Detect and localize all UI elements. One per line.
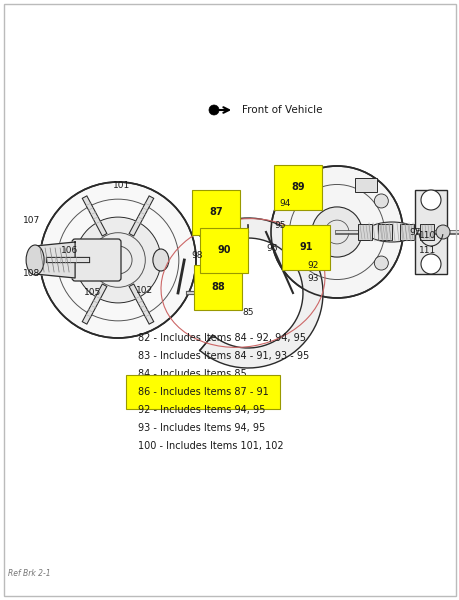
Text: 93 - Includes Items 94, 95: 93 - Includes Items 94, 95 (138, 423, 265, 433)
Polygon shape (199, 218, 322, 368)
Bar (377, 224, 391, 240)
Text: 97: 97 (409, 227, 420, 236)
Text: Front of Vehicle: Front of Vehicle (241, 105, 322, 115)
Circle shape (285, 256, 299, 270)
Text: 89: 89 (291, 182, 304, 192)
Bar (419, 224, 433, 240)
Text: 86 - Includes Items 87 - 91: 86 - Includes Items 87 - 91 (138, 387, 268, 397)
Text: 108: 108 (23, 269, 40, 277)
Text: 85: 85 (242, 308, 253, 317)
Text: 91: 91 (299, 242, 312, 252)
Text: 84 - Includes Items 85: 84 - Includes Items 85 (138, 369, 246, 379)
Text: 105: 105 (84, 287, 101, 296)
Bar (414, 190, 446, 274)
Text: 88: 88 (211, 282, 224, 292)
Bar (399, 224, 413, 240)
Polygon shape (35, 242, 75, 278)
Circle shape (311, 207, 361, 257)
Text: 92 - Includes Items 94, 95: 92 - Includes Items 94, 95 (138, 405, 265, 415)
Circle shape (208, 105, 218, 115)
Text: 98: 98 (191, 251, 202, 260)
Text: 95: 95 (274, 221, 285, 230)
Bar (354, 178, 376, 193)
Text: 82 - Includes Items 84 - 92, 94, 95: 82 - Includes Items 84 - 92, 94, 95 (138, 333, 305, 343)
Text: 111: 111 (419, 245, 436, 254)
Text: 110: 110 (419, 230, 436, 239)
Text: 92: 92 (307, 260, 318, 269)
Text: 101: 101 (113, 181, 130, 190)
Circle shape (435, 225, 449, 239)
Circle shape (420, 190, 440, 210)
Text: 93: 93 (307, 274, 318, 283)
Circle shape (374, 194, 387, 208)
Bar (357, 224, 371, 240)
Circle shape (285, 194, 299, 208)
Text: 83 - Includes Items 84 - 91, 93 - 95: 83 - Includes Items 84 - 91, 93 - 95 (138, 351, 308, 361)
Circle shape (40, 182, 196, 338)
Ellipse shape (26, 245, 44, 275)
Circle shape (374, 256, 387, 270)
Text: 100 - Includes Items 101, 102: 100 - Includes Items 101, 102 (138, 441, 283, 451)
Circle shape (75, 217, 161, 303)
Text: 90: 90 (217, 245, 230, 255)
FancyBboxPatch shape (72, 239, 121, 281)
Text: 107: 107 (23, 215, 40, 224)
Text: 106: 106 (61, 245, 78, 254)
Ellipse shape (366, 222, 416, 242)
Ellipse shape (152, 249, 168, 271)
Text: 102: 102 (136, 286, 153, 295)
Circle shape (270, 166, 402, 298)
Text: 94: 94 (279, 199, 290, 208)
Text: 96: 96 (266, 244, 277, 253)
Circle shape (420, 254, 440, 274)
Text: Ref Brk 2-1: Ref Brk 2-1 (8, 569, 50, 578)
Text: 87: 87 (209, 207, 222, 217)
